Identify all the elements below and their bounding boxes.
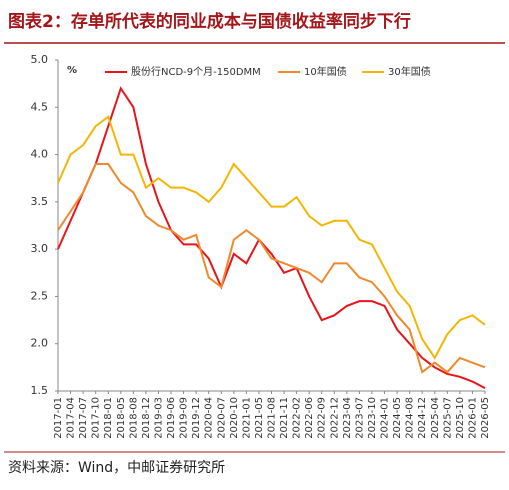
x-tick-label: 2018-08 bbox=[128, 397, 139, 439]
series-line bbox=[57, 115, 486, 360]
x-tick-label: 2023-10 bbox=[367, 397, 378, 439]
x-tick-label: 2019-03 bbox=[153, 397, 164, 439]
x-tick-label: 2021-08 bbox=[267, 397, 278, 439]
x-tick-label: 2021-05 bbox=[254, 397, 265, 439]
y-tick-label: 4.0 bbox=[31, 148, 49, 161]
x-tick-label: 2018-05 bbox=[116, 397, 127, 439]
x-tick-label: 2023-07 bbox=[354, 397, 365, 439]
source: 资料来源：Wind，中邮证券研究所 bbox=[8, 460, 225, 476]
x-tick-label: 2018-12 bbox=[141, 397, 152, 439]
x-tick-label: 2020-07 bbox=[216, 397, 227, 439]
x-tick-label: 2017-07 bbox=[78, 397, 89, 439]
x-tick-label: 2021-01 bbox=[241, 397, 252, 439]
x-tick-label: 2025-10 bbox=[455, 397, 466, 439]
x-tick-label: 2024-08 bbox=[405, 397, 416, 439]
x-tick-label: 2019-06 bbox=[166, 397, 177, 439]
x-tick-label: 2020-04 bbox=[204, 397, 215, 439]
x-tick-label: 2024-01 bbox=[380, 397, 391, 439]
legend-label: 10年国债 bbox=[304, 65, 347, 78]
x-tick-label: 2024-12 bbox=[417, 397, 428, 439]
x-tick-label: 2019-09 bbox=[179, 397, 190, 439]
x-tick-label: 2026-05 bbox=[480, 397, 491, 439]
y-tick-label: 4.5 bbox=[31, 100, 49, 113]
chart-title: 图表2：存单所代表的同业成本与国债收益率同步下行 bbox=[8, 11, 411, 32]
x-tick-label: 2019-12 bbox=[191, 397, 202, 439]
x-tick-label: 2018-01 bbox=[103, 397, 114, 439]
x-tick-label: 2026-01 bbox=[467, 397, 478, 439]
x-tick-label: 2024-05 bbox=[392, 397, 403, 439]
x-tick-label: 2017-01 bbox=[53, 397, 64, 439]
y-unit: % bbox=[67, 65, 77, 76]
series-line bbox=[57, 86, 486, 390]
y-tick-label: 1.5 bbox=[31, 384, 49, 397]
legend-label: 30年国债 bbox=[388, 65, 431, 78]
y-tick-label: 5.0 bbox=[31, 53, 49, 66]
x-tick-label: 2022-09 bbox=[317, 397, 328, 439]
x-tick-label: 2017-10 bbox=[91, 397, 102, 439]
y-tick-label: 2.5 bbox=[31, 289, 49, 302]
y-tick-label: 3.5 bbox=[31, 195, 49, 208]
x-tick-label: 2021-11 bbox=[279, 397, 290, 439]
legend-label: 股份行NCD-9个月-150DMM bbox=[131, 65, 261, 78]
x-tick-label: 2020-10 bbox=[229, 397, 240, 439]
y-tick-label: 2.0 bbox=[31, 337, 49, 350]
y-tick-label: 3.0 bbox=[31, 242, 49, 255]
x-tick-label: 2022-12 bbox=[329, 397, 340, 439]
x-tick-label: 2025-07 bbox=[442, 397, 453, 439]
x-tick-label: 2022-06 bbox=[304, 397, 315, 439]
series-line bbox=[57, 163, 486, 374]
x-tick-label: 2017-04 bbox=[66, 397, 77, 439]
x-tick-label: 2023-04 bbox=[342, 397, 353, 439]
x-tick-label: 2025-04 bbox=[430, 397, 441, 439]
x-tick-label: 2022-02 bbox=[292, 397, 303, 439]
